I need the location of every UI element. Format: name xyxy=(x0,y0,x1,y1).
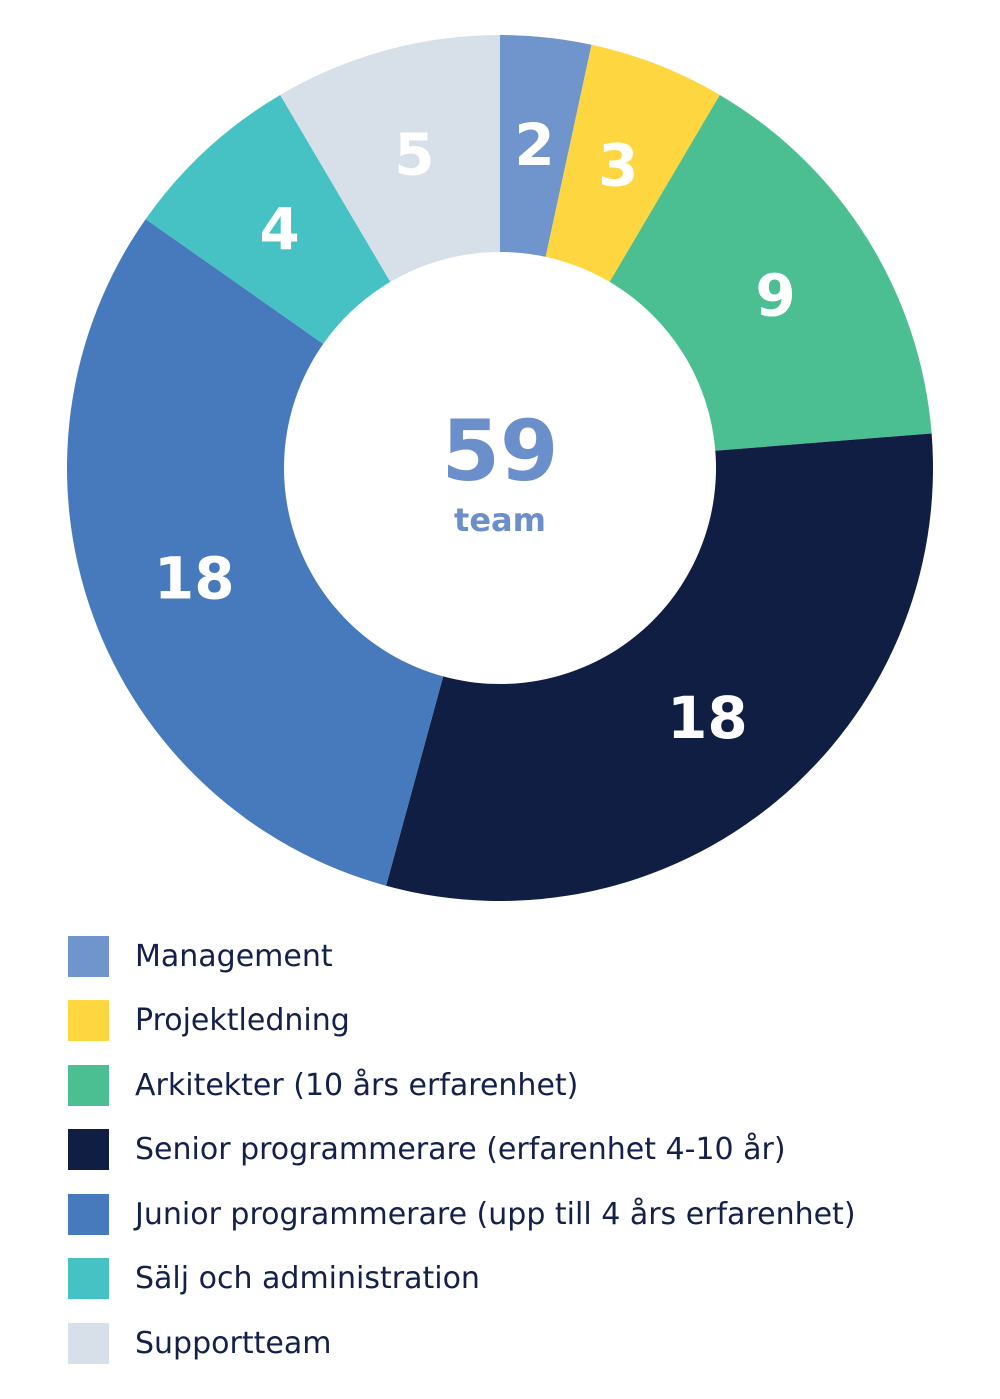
slice-2 xyxy=(545,44,720,282)
legend-item: Arkitekter (10 års erfarenhet) xyxy=(68,1064,856,1106)
slice-4 xyxy=(386,433,934,901)
legend-item: Projektledning xyxy=(68,1000,856,1041)
legend-swatch xyxy=(68,1322,109,1364)
center-total-value: 59 xyxy=(442,402,559,500)
slice-value-label: 9 xyxy=(755,262,795,330)
slice-value-label: 2 xyxy=(514,111,554,179)
slice-7 xyxy=(280,35,500,282)
slice-3 xyxy=(609,94,932,451)
slice-5 xyxy=(66,219,444,886)
slice-value-label: 3 xyxy=(598,131,638,199)
legend-item: Management xyxy=(68,935,856,977)
legend-label: Supportteam xyxy=(135,1325,332,1361)
legend-item: Junior programmerare (upp till 4 års erf… xyxy=(68,1193,856,1235)
legend-swatch xyxy=(68,1000,109,1041)
slice-1 xyxy=(500,35,592,257)
center-total-unit: team xyxy=(454,501,546,539)
legend-label: Management xyxy=(135,938,333,974)
slice-value-label: 4 xyxy=(259,195,299,263)
legend-item: Senior programmerare (erfarenhet 4-10 år… xyxy=(68,1129,856,1170)
slice-value-label: 18 xyxy=(667,684,748,752)
slice-value-label: 5 xyxy=(394,120,434,188)
donut-slices xyxy=(66,35,934,901)
chart-legend: Management Projektledning Arkitekter (10 å… xyxy=(68,935,856,1388)
legend-swatch xyxy=(68,1258,109,1299)
legend-swatch xyxy=(68,935,109,977)
slice-value-label: 18 xyxy=(154,544,235,612)
legend-label: Projektledning xyxy=(135,1003,350,1038)
slice-6 xyxy=(145,94,391,344)
donut-chart: 2 3 9 18 18 4 5 59 team xyxy=(66,35,934,901)
legend-item: Sälj och administration xyxy=(68,1258,856,1299)
legend-label: Senior programmerare (erfarenhet 4-10 år… xyxy=(135,1132,786,1167)
legend-label: Junior programmerare (upp till 4 års erf… xyxy=(135,1196,856,1232)
legend-item: Supportteam xyxy=(68,1322,856,1364)
legend-label: Arkitekter (10 års erfarenhet) xyxy=(135,1067,579,1103)
legend-swatch xyxy=(68,1064,109,1106)
legend-label: Sälj och administration xyxy=(135,1261,480,1296)
legend-swatch xyxy=(68,1129,109,1170)
slice-value-labels: 2 3 9 18 18 4 5 xyxy=(154,111,796,752)
legend-swatch xyxy=(68,1193,109,1235)
